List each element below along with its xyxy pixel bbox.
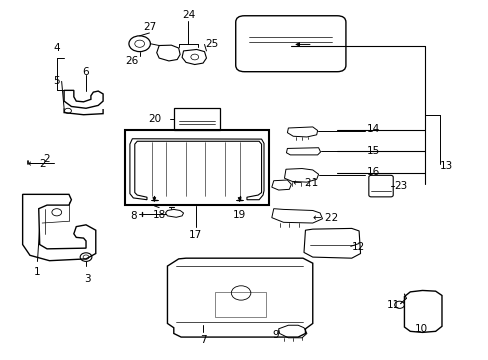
Text: 11: 11 xyxy=(386,300,400,310)
Text: 24: 24 xyxy=(182,10,195,21)
Text: 12: 12 xyxy=(351,242,364,252)
Text: 15: 15 xyxy=(366,145,379,156)
Text: 5: 5 xyxy=(53,76,60,86)
Text: 25: 25 xyxy=(205,40,218,49)
Text: 27: 27 xyxy=(142,22,156,32)
Text: ← 21: ← 21 xyxy=(293,178,318,188)
Text: 1: 1 xyxy=(34,267,41,277)
Text: 14: 14 xyxy=(366,124,379,134)
Text: 9: 9 xyxy=(271,330,278,340)
Text: ← 2: ← 2 xyxy=(28,159,47,169)
Text: 7: 7 xyxy=(199,335,206,345)
Text: 20: 20 xyxy=(148,114,161,124)
Text: 13: 13 xyxy=(439,161,452,171)
Text: 4: 4 xyxy=(53,43,60,53)
Text: 2: 2 xyxy=(43,154,50,164)
Text: 23: 23 xyxy=(394,181,407,191)
Text: 18: 18 xyxy=(152,211,165,220)
Text: 26: 26 xyxy=(125,56,139,66)
Text: 3: 3 xyxy=(84,274,91,284)
Text: 8: 8 xyxy=(130,211,137,221)
Text: 19: 19 xyxy=(232,211,246,220)
Text: 16: 16 xyxy=(366,167,379,177)
Text: 6: 6 xyxy=(82,67,89,77)
Bar xyxy=(173,108,220,130)
Text: 10: 10 xyxy=(414,324,427,334)
Bar xyxy=(125,130,268,205)
Text: 17: 17 xyxy=(189,230,202,240)
Text: ← 22: ← 22 xyxy=(312,213,337,223)
Bar xyxy=(215,292,266,317)
